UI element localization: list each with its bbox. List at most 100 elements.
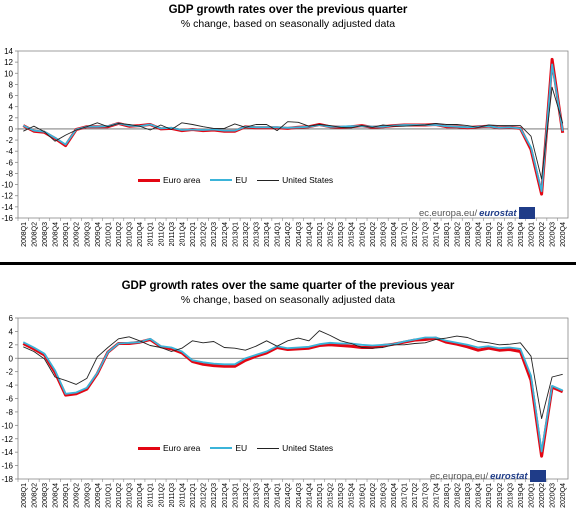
x-tick-label: 2020Q1 — [528, 222, 535, 247]
x-tick-label: 2008Q1 — [21, 483, 28, 508]
x-tick-label: 2011Q2 — [158, 483, 165, 507]
legend-swatch — [210, 447, 233, 449]
x-tick-label: 2010Q2 — [116, 222, 123, 247]
x-tick-label: 2015Q4 — [349, 222, 356, 247]
source-credit: ec.europa.eu/eurostat — [419, 207, 535, 219]
eu-flag-icon — [518, 207, 535, 219]
legend-item-euro-area: Euro area — [138, 443, 200, 453]
x-tick-label: 2010Q3 — [127, 222, 134, 247]
x-tick-label: 2015Q1 — [317, 483, 324, 508]
x-tick-label: 2011Q1 — [148, 483, 155, 507]
legend-swatch — [138, 446, 160, 450]
y-tick-label: 14 — [4, 47, 13, 56]
x-tick-label: 2009Q4 — [95, 222, 102, 247]
legend-label: Euro area — [163, 175, 201, 185]
x-tick-label: 2008Q3 — [42, 222, 49, 247]
source-brand: eurostat — [479, 207, 517, 219]
x-tick-label: 2014Q3 — [296, 222, 303, 247]
chart-legend: Euro area EU United States — [138, 443, 339, 453]
x-tick-label: 2019Q3 — [507, 222, 514, 247]
chart-title: GDP growth rates over the previous quart… — [168, 4, 408, 16]
y-tick-label: 0 — [9, 125, 14, 134]
legend-swatch — [138, 178, 160, 182]
series-line-united-states — [23, 330, 563, 420]
x-tick-label: 2016Q1 — [359, 483, 366, 508]
x-tick-label: 2010Q4 — [137, 483, 144, 508]
x-tick-label: 2009Q2 — [74, 483, 81, 508]
x-tick-label: 2014Q1 — [275, 222, 282, 247]
series-line-eu — [22, 336, 564, 453]
source-url: ec.europa.eu/ — [430, 470, 489, 482]
y-tick-label: -14 — [1, 203, 13, 212]
x-tick-label: 2014Q2 — [285, 483, 292, 508]
legend-swatch — [257, 447, 280, 449]
x-tick-label: 2012Q2 — [201, 222, 208, 247]
x-tick-label: 2017Q4 — [433, 222, 440, 247]
chart-legend: Euro area EU United States — [138, 175, 339, 185]
x-tick-label: 2008Q2 — [31, 222, 38, 247]
y-tick-label: -18 — [1, 475, 13, 484]
y-tick-label: -2 — [6, 136, 14, 145]
x-tick-label: 2017Q4 — [433, 483, 440, 508]
x-tick-label: 2012Q1 — [190, 222, 197, 247]
x-tick-label: 2014Q1 — [275, 483, 282, 508]
series-line-united-states — [23, 86, 564, 180]
x-tick-label: 2012Q4 — [222, 222, 229, 247]
x-tick-label: 2013Q4 — [264, 483, 271, 508]
legend-label: United States — [282, 443, 334, 453]
x-tick-label: 2018Q1 — [444, 222, 451, 247]
x-tick-label: 2012Q3 — [211, 222, 218, 247]
x-tick-label: 2016Q3 — [380, 222, 387, 247]
x-tick-label: 2015Q3 — [338, 222, 345, 247]
x-tick-label: 2017Q1 — [402, 222, 409, 247]
chart-subtitle: % change, based on seasonally adjusted d… — [180, 294, 396, 306]
x-tick-label: 2017Q1 — [402, 483, 409, 508]
y-tick-label: -16 — [1, 462, 13, 471]
x-tick-label: 2011Q3 — [169, 483, 176, 507]
y-tick-label: 0 — [9, 354, 14, 363]
legend-item-eu: EU — [210, 443, 247, 453]
x-tick-label: 2013Q2 — [243, 483, 250, 508]
legend-item-euro-area: Euro area — [138, 175, 200, 185]
x-tick-label: 2020Q2 — [539, 483, 546, 508]
y-tick-label: 6 — [9, 92, 14, 101]
x-tick-label: 2008Q3 — [42, 483, 49, 508]
plot-frame — [17, 50, 569, 219]
x-tick-label: 2020Q1 — [528, 483, 535, 508]
x-tick-label: 2015Q2 — [328, 222, 335, 247]
y-tick-label: -14 — [1, 448, 13, 457]
x-tick-label: 2017Q2 — [412, 483, 419, 508]
x-tick-label: 2015Q2 — [328, 483, 335, 508]
y-tick-label: 12 — [4, 58, 13, 67]
x-tick-label: 2019Q2 — [497, 222, 504, 247]
x-tick-label: 2016Q1 — [359, 222, 366, 247]
x-tick-label: 2020Q4 — [560, 483, 567, 508]
chart-title: GDP growth rates over the same quarter o… — [121, 280, 455, 292]
chart-panel-yearly: GDP growth rates over the same quarter o… — [0, 266, 576, 528]
y-tick-label: -6 — [6, 395, 14, 404]
x-tick-label: 2019Q3 — [507, 483, 514, 508]
x-tick-label: 2011Q3 — [169, 222, 176, 246]
legend-label: EU — [235, 443, 248, 453]
x-tick-label: 2020Q3 — [550, 483, 557, 508]
x-tick-label: 2012Q3 — [211, 483, 218, 508]
x-tick-label: 2018Q3 — [465, 222, 472, 247]
legend-item-united-states: United States — [257, 443, 333, 453]
legend-item-united-states: United States — [257, 175, 333, 185]
x-tick-label: 2013Q4 — [264, 222, 271, 247]
y-tick-label: -4 — [6, 147, 14, 156]
source-brand: eurostat — [490, 470, 528, 482]
x-tick-label: 2015Q4 — [349, 483, 356, 508]
x-tick-label: 2016Q4 — [391, 222, 398, 247]
x-tick-label: 2017Q3 — [423, 483, 430, 508]
legend-item-eu: EU — [210, 175, 247, 185]
x-tick-label: 2010Q2 — [116, 483, 123, 508]
x-tick-label: 2014Q2 — [285, 222, 292, 247]
x-tick-label: 2009Q3 — [84, 222, 91, 247]
x-tick-label: 2018Q1 — [444, 483, 451, 508]
x-tick-label: 2009Q1 — [63, 483, 70, 508]
y-tick-label: -4 — [6, 381, 14, 390]
x-tick-label: 2010Q1 — [105, 483, 112, 508]
x-tick-label: 2020Q4 — [560, 222, 567, 247]
x-tick-label: 2014Q4 — [306, 222, 313, 247]
